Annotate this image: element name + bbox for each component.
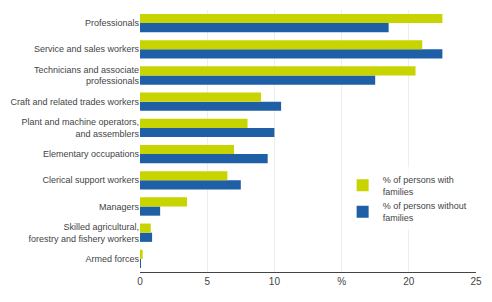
svg-text:Elementary occupations: Elementary occupations: [43, 149, 140, 159]
svg-text:25: 25: [470, 276, 482, 287]
svg-text:Armed forces: Armed forces: [85, 254, 139, 264]
svg-text:Service and sales workers: Service and sales workers: [34, 44, 140, 54]
svg-text:Skilled agricultural,forestry: Skilled agricultural,forestry and fisher…: [28, 222, 139, 244]
svg-text:% of persons withoutfamilies: % of persons withoutfamilies: [383, 201, 467, 223]
svg-text:Managers: Managers: [99, 202, 140, 212]
svg-text:5: 5: [204, 276, 210, 287]
svg-text:0: 0: [137, 276, 143, 287]
svg-text:% of persons withfamilies: % of persons withfamilies: [383, 175, 454, 197]
svg-text:Professionals: Professionals: [85, 18, 140, 28]
svg-text:Technicians and associateprofe: Technicians and associateprofessionals: [34, 65, 140, 87]
svg-text:%: %: [337, 276, 346, 287]
svg-text:20: 20: [403, 276, 415, 287]
svg-text:10: 10: [269, 276, 281, 287]
svg-text:Craft and related trades worke: Craft and related trades workers: [10, 97, 139, 107]
svg-text:Clerical support workers: Clerical support workers: [42, 175, 139, 185]
svg-text:Plant and machine operators,an: Plant and machine operators,and assemble…: [21, 117, 139, 139]
